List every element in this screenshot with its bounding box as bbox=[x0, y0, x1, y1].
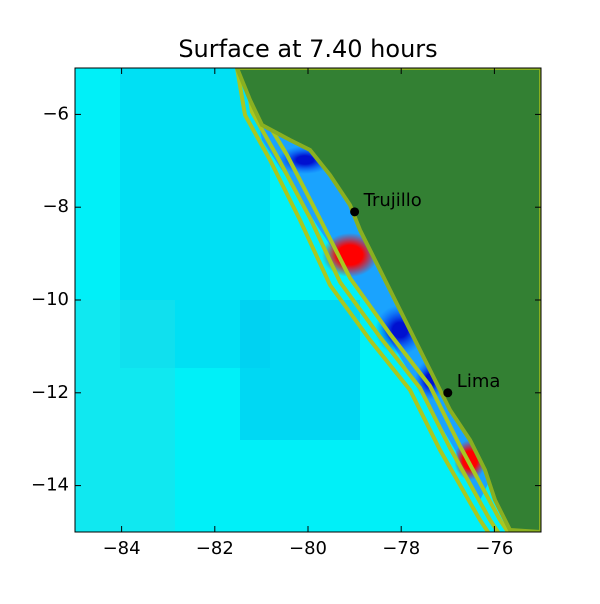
y-tick-label: −14 bbox=[31, 475, 69, 496]
x-tick-label: −82 bbox=[196, 538, 234, 559]
y-tick-label: −6 bbox=[42, 103, 69, 124]
city-marker bbox=[350, 207, 360, 217]
y-tick-label: −8 bbox=[42, 196, 69, 217]
map-layers bbox=[75, 68, 541, 532]
city-label: Trujillo bbox=[363, 190, 422, 211]
ocean-shade bbox=[240, 300, 360, 440]
land bbox=[234, 68, 541, 532]
ocean-shade bbox=[75, 300, 175, 532]
x-tick-label: −76 bbox=[475, 538, 513, 559]
x-tick-label: −78 bbox=[382, 538, 420, 559]
x-tick-label: −84 bbox=[103, 538, 141, 559]
city-label: Lima bbox=[457, 371, 501, 392]
y-tick-label: −12 bbox=[31, 382, 69, 403]
chart-title: Surface at 7.40 hours bbox=[178, 35, 437, 63]
city-marker bbox=[443, 388, 453, 398]
x-tick-label: −80 bbox=[289, 538, 327, 559]
wave-crest bbox=[322, 233, 378, 277]
y-tick-label: −10 bbox=[31, 289, 69, 310]
